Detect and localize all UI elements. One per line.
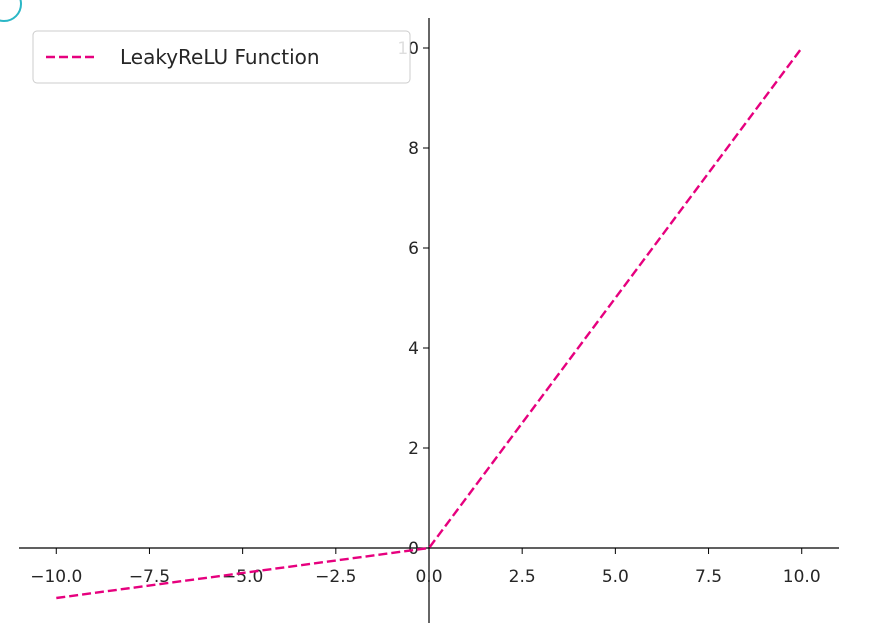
axes xyxy=(19,18,839,623)
x-tick-label: 5.0 xyxy=(602,567,629,587)
x-tick-label: 10.0 xyxy=(783,567,821,587)
y-tick-label: 8 xyxy=(408,139,419,159)
legend: LeakyReLU Function xyxy=(32,30,411,84)
y-tick-label: 2 xyxy=(408,439,419,459)
tick-marks: −10.0−7.5−5.0−2.50.02.55.07.510.00246810 xyxy=(30,39,820,587)
x-tick-label: 0.0 xyxy=(415,567,442,587)
leakyrelu-line xyxy=(56,47,803,600)
y-tick-label: 4 xyxy=(408,339,419,359)
x-tick-label: −7.5 xyxy=(129,567,170,587)
y-tick-label: 6 xyxy=(408,239,419,259)
series-layer xyxy=(56,47,803,600)
y-tick-label: 0 xyxy=(408,539,419,559)
x-tick-label: 2.5 xyxy=(509,567,536,587)
x-tick-label: −10.0 xyxy=(30,567,82,587)
x-tick-label: −2.5 xyxy=(315,567,356,587)
legend-box xyxy=(32,30,411,84)
legend-label: LeakyReLU Function xyxy=(120,45,320,69)
x-tick-label: 7.5 xyxy=(695,567,722,587)
